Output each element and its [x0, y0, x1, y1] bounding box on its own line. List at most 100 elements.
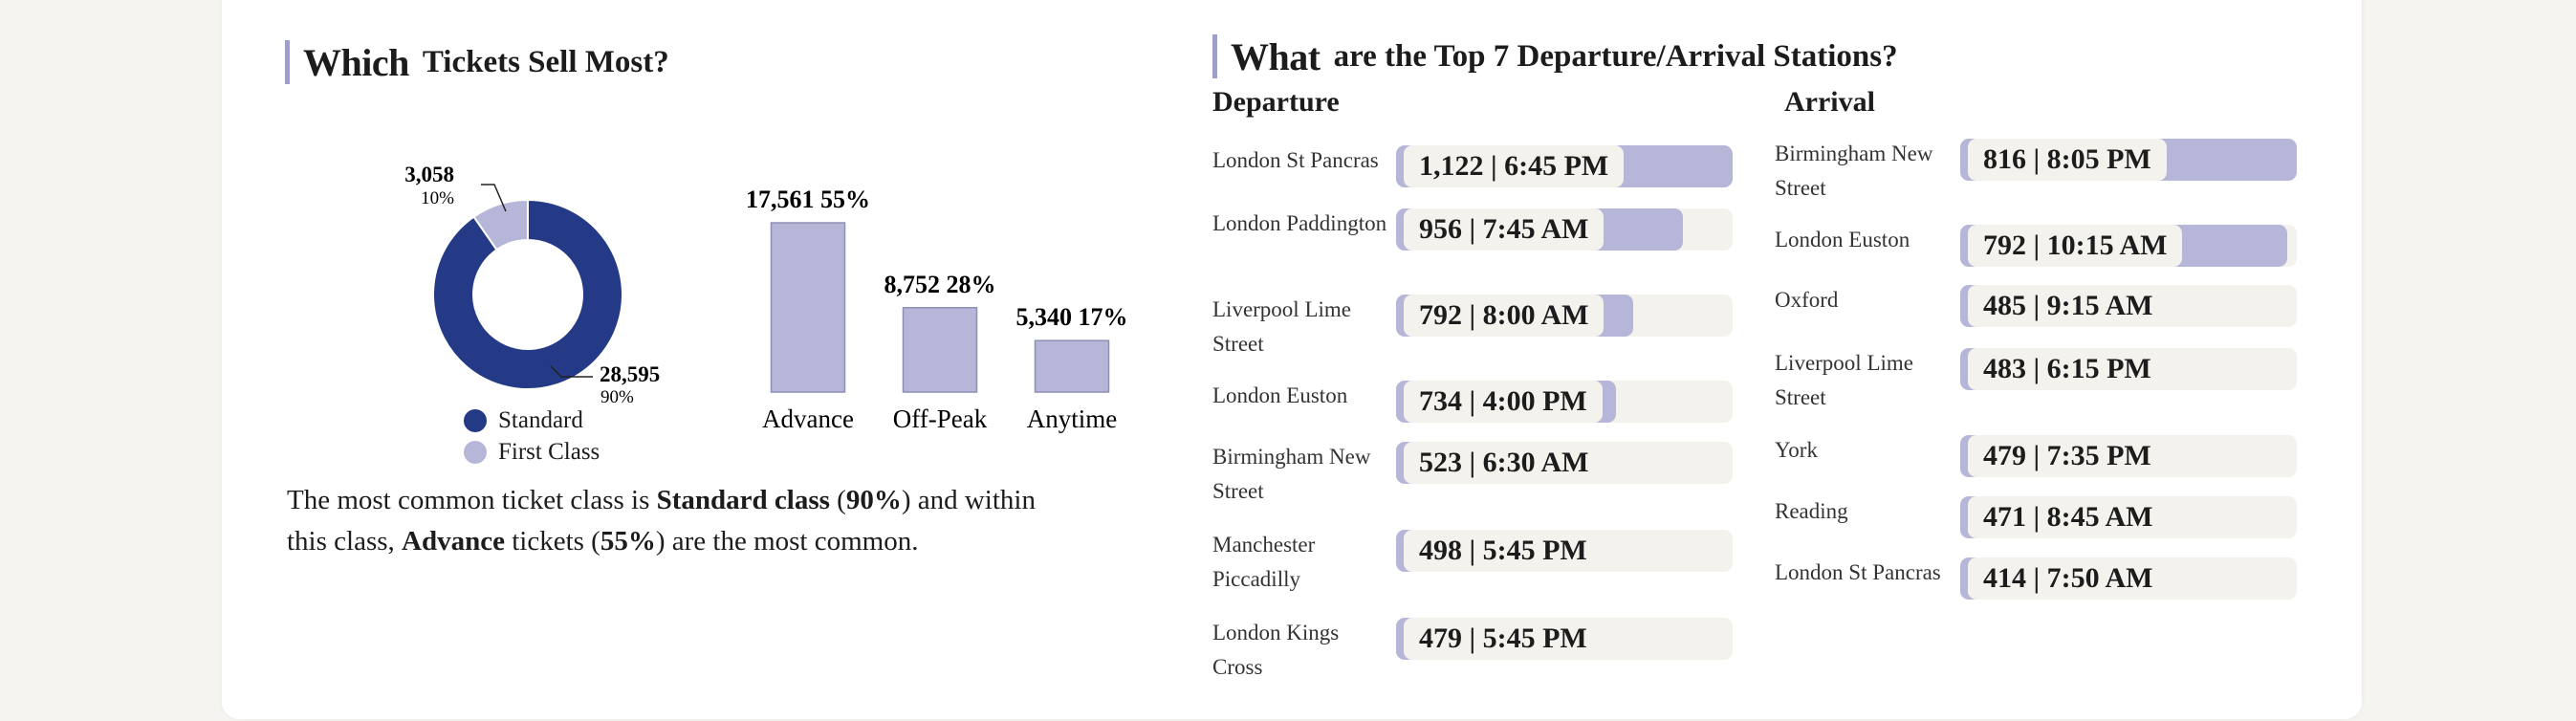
- bar-anytime: [1034, 339, 1110, 393]
- tickets-title-bold: Which: [303, 40, 409, 84]
- arrival-row: Reading 471 | 8:45 AM: [1775, 494, 2297, 552]
- departure-bar-value: 498 | 5:45 PM: [1404, 530, 1603, 572]
- tickets-title: Which Tickets Sell Most?: [285, 40, 669, 84]
- note-text-2: (: [829, 485, 846, 515]
- departure-bar-value: 1,122 | 6:45 PM: [1404, 145, 1625, 187]
- arrival-station-name: Birmingham New Street: [1775, 142, 1933, 200]
- stations-title: What are the Top 7 Departure/Arrival Sta…: [1212, 34, 1898, 78]
- departure-station-name: Liverpool Lime Street: [1212, 297, 1351, 356]
- arrival-bar-track: 471 | 8:45 AM: [1960, 496, 2297, 538]
- note-text-3: ) and within this class,: [287, 485, 1036, 557]
- bar-value-label-off-peak: 8,752 28%: [884, 271, 996, 298]
- arrival-station-name: London Euston: [1775, 228, 1910, 251]
- tickets-title-rest: Tickets Sell Most?: [422, 44, 669, 79]
- ticket-type-bar-chart: 17,561 55% Advance 8,752 28% Off-Peak 5,340 …: [727, 172, 1147, 440]
- departure-heading: Departure: [1212, 86, 1340, 118]
- departure-station-name: London Paddington: [1212, 211, 1387, 235]
- donut-value-first-class: 3,058: [404, 163, 454, 186]
- departure-row: Birmingham New Street 523 | 6:30 AM: [1212, 440, 1733, 503]
- note-text-5: ) are the most common.: [655, 526, 919, 557]
- donut-slice-standard: [432, 198, 623, 390]
- stations-title-rest: are the Top 7 Departure/Arrival Stations…: [1333, 38, 1898, 74]
- donut-slice-first-class: [472, 198, 529, 251]
- departure-row: Manchester Piccadilly 498 | 5:45 PM: [1212, 528, 1733, 591]
- departure-row: London Kings Cross 479 | 5:45 PM: [1212, 616, 1733, 679]
- legend-item-standard: Standard: [464, 404, 600, 436]
- departure-station-name: Birmingham New Street: [1212, 445, 1371, 503]
- departure-row: London Euston 734 | 4:00 PM: [1212, 379, 1733, 436]
- arrival-station-name: York: [1775, 438, 1818, 462]
- departure-station-name: London Euston: [1212, 383, 1348, 407]
- arrival-row: Birmingham New Street 816 | 8:05 PM: [1775, 137, 2297, 200]
- arrival-bar-value: 479 | 7:35 PM: [1968, 435, 2167, 477]
- legend-label-standard: Standard: [498, 406, 583, 433]
- arrival-bar-value: 792 | 10:15 AM: [1968, 225, 2183, 267]
- bar-value-label-anytime: 5,340 17%: [1016, 303, 1128, 331]
- arrival-station-name: Liverpool Lime Street: [1775, 351, 1913, 409]
- departure-bar-track: 498 | 5:45 PM: [1396, 530, 1733, 572]
- departure-bar-value: 734 | 4:00 PM: [1404, 381, 1603, 423]
- note-text-1: The most common ticket class is: [287, 485, 657, 515]
- arrival-bar-track: 479 | 7:35 PM: [1960, 435, 2297, 477]
- arrival-bar-value: 414 | 7:50 AM: [1968, 557, 2169, 600]
- note-text-4: tickets (: [504, 526, 600, 557]
- note-bold-standard: Standard class: [656, 485, 830, 515]
- arrival-bar-track: 485 | 9:15 AM: [1960, 285, 2297, 327]
- departure-station-name: London Kings Cross: [1212, 621, 1340, 679]
- arrival-bar-track: 792 | 10:15 AM: [1960, 225, 2297, 267]
- departure-row: Liverpool Lime Street 792 | 8:00 AM: [1212, 293, 1733, 356]
- departure-station-name: Manchester Piccadilly: [1212, 533, 1316, 591]
- note-bold-advance: Advance: [402, 526, 505, 557]
- legend-swatch-first-class: [464, 440, 487, 464]
- departure-bar-track: 734 | 4:00 PM: [1396, 381, 1733, 423]
- arrival-row: Oxford 485 | 9:15 AM: [1775, 283, 2297, 340]
- arrival-bar-track: 816 | 8:05 PM: [1960, 139, 2297, 181]
- donut-value-standard: 28,595: [600, 362, 660, 386]
- donut-leader-first-class: [481, 184, 507, 212]
- departure-bar-track: 792 | 8:00 AM: [1396, 295, 1733, 337]
- departure-station-name: London St Pancras: [1212, 148, 1379, 172]
- arrival-bar-value: 485 | 9:15 AM: [1968, 285, 2169, 327]
- arrival-station-name: Reading: [1775, 499, 1848, 523]
- departure-bar-value: 479 | 5:45 PM: [1404, 618, 1603, 660]
- legend-label-first-class: First Class: [498, 438, 600, 465]
- arrival-row: Liverpool Lime Street 483 | 6:15 PM: [1775, 346, 2297, 409]
- bar-category-label-anytime: Anytime: [1027, 404, 1118, 433]
- ticket-class-donut: 28,595 90% 3,058 10%: [378, 143, 693, 459]
- donut-percent-standard: 90%: [600, 387, 634, 407]
- note-bold-90: 90%: [845, 485, 902, 515]
- bar-off-peak: [902, 307, 978, 393]
- donut-legend: Standard First Class: [464, 404, 600, 468]
- arrival-bar-value: 471 | 8:45 AM: [1968, 496, 2169, 538]
- arrival-bar-track: 414 | 7:50 AM: [1960, 557, 2297, 600]
- departure-bar-track: 479 | 5:45 PM: [1396, 618, 1733, 660]
- stations-title-bold: What: [1231, 34, 1321, 78]
- arrival-station-name: London St Pancras: [1775, 560, 1941, 584]
- arrival-bar-track: 483 | 6:15 PM: [1960, 348, 2297, 390]
- bar-category-label-off-peak: Off-Peak: [893, 404, 988, 433]
- donut-percent-first-class: 10%: [421, 188, 454, 208]
- legend-item-first-class: First Class: [464, 436, 600, 468]
- arrival-heading: Arrival: [1784, 86, 1875, 118]
- legend-swatch-standard: [464, 408, 487, 432]
- summary-note: The most common ticket class is Standard…: [287, 480, 1071, 562]
- departure-row: London St Pancras 1,122 | 6:45 PM: [1212, 143, 1733, 201]
- donut-leader-standard: [550, 365, 593, 378]
- arrival-row: York 479 | 7:35 PM: [1775, 433, 2297, 491]
- note-bold-55: 55%: [600, 526, 656, 557]
- bar-advance: [770, 222, 846, 393]
- arrival-station-name: Oxford: [1775, 288, 1839, 312]
- arrival-row: London St Pancras 414 | 7:50 AM: [1775, 556, 2297, 613]
- departure-bar-value: 956 | 7:45 AM: [1404, 208, 1605, 251]
- bar-value-label-advance: 17,561 55%: [746, 186, 870, 213]
- departure-bar-value: 792 | 8:00 AM: [1404, 295, 1605, 337]
- departure-bar-track: 1,122 | 6:45 PM: [1396, 145, 1733, 187]
- departure-row: London Paddington 956 | 7:45 AM: [1212, 207, 1733, 264]
- departure-bar-track: 956 | 7:45 AM: [1396, 208, 1733, 251]
- arrival-row: London Euston 792 | 10:15 AM: [1775, 223, 2297, 280]
- bar-category-label-advance: Advance: [762, 404, 854, 433]
- departure-bar-track: 523 | 6:30 AM: [1396, 442, 1733, 484]
- arrival-bar-value: 816 | 8:05 PM: [1968, 139, 2167, 181]
- cropped-text-trace: [574, 0, 813, 4]
- departure-bar-value: 523 | 6:30 AM: [1404, 442, 1605, 484]
